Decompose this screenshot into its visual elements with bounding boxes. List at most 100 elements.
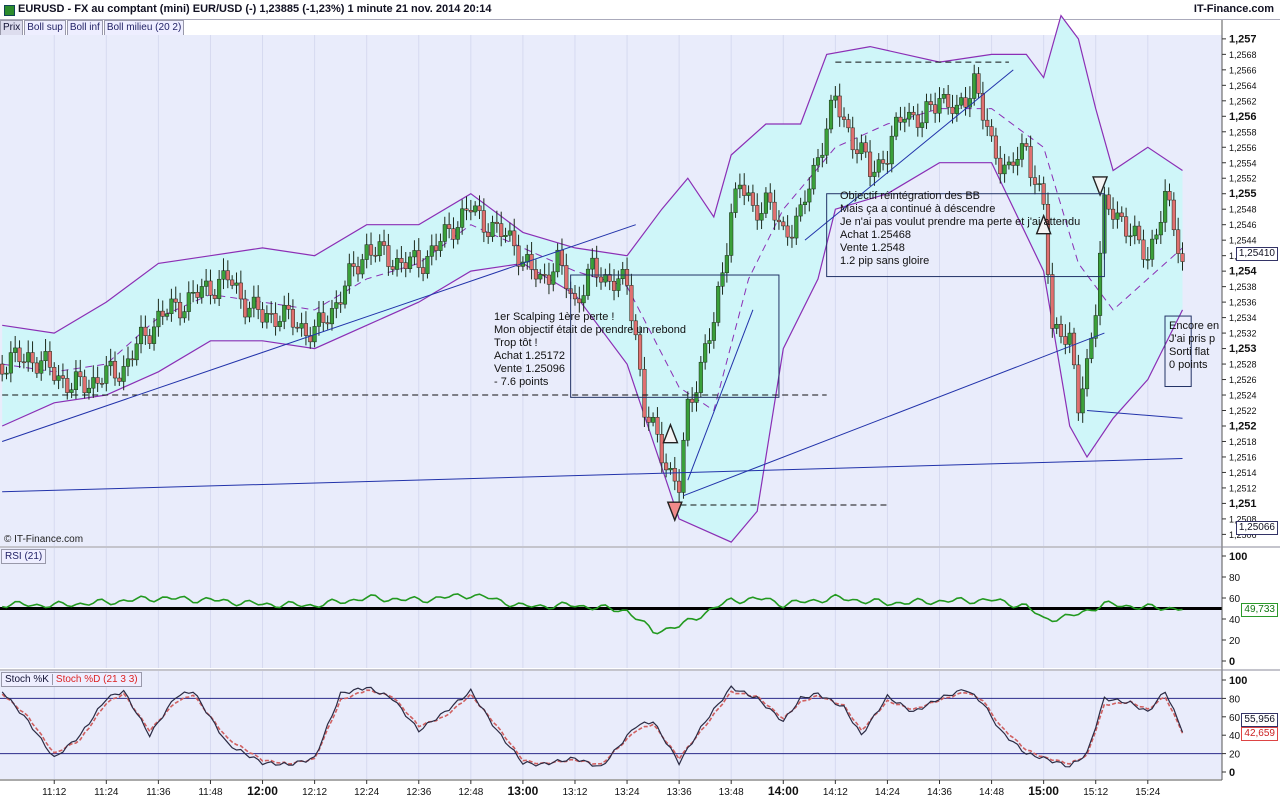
candle-body (542, 274, 547, 276)
candle-body (91, 377, 96, 389)
candle-body (8, 352, 13, 374)
candle-body (629, 285, 634, 322)
candle-body (889, 135, 894, 165)
candle-body (967, 98, 972, 108)
candle-body (516, 245, 521, 267)
candle-body (425, 256, 430, 274)
trendline-1 (2, 458, 1183, 493)
candle-body (841, 116, 847, 120)
candle-body (1002, 164, 1007, 175)
candle-body (768, 192, 773, 203)
x-tick-label: 13:00 (508, 784, 539, 798)
candle-body (334, 302, 339, 309)
candle-body (234, 282, 239, 286)
x-tick-label: 13:48 (719, 787, 744, 798)
price-tick-label: 1,2558 (1229, 127, 1257, 137)
candle-body (329, 308, 335, 325)
price-tick-label: 1,256 (1229, 111, 1257, 123)
candle-body (815, 157, 821, 166)
trendlines (2, 61, 1183, 506)
candle-body (616, 278, 621, 291)
candle-body (4, 372, 9, 375)
candle-body (277, 321, 282, 327)
price-tick-label: 1,2552 (1229, 174, 1257, 184)
candle-body (633, 320, 638, 336)
candle-body (620, 269, 625, 280)
candle-body (920, 122, 925, 128)
candle-body (1019, 143, 1024, 160)
candle-body (438, 241, 443, 251)
price-tick-label: 1,2524 (1229, 391, 1257, 401)
candle-body (976, 73, 981, 94)
x-tick-label: 13:12 (562, 787, 587, 798)
rsi-tick-label: 80 (1229, 573, 1241, 584)
candlesticks (0, 64, 1185, 503)
candle-body (43, 351, 48, 362)
price-tick-label: 1,2534 (1229, 313, 1257, 323)
candle-body (1037, 183, 1042, 185)
x-tick-label: 12:48 (458, 787, 483, 798)
price-tick-label: 1,2516 (1229, 452, 1257, 462)
candle-body (477, 205, 482, 211)
candle-body (1111, 208, 1116, 220)
candle-body (208, 280, 213, 296)
candle-body (373, 254, 378, 257)
candle-body (195, 292, 200, 298)
candle-body (512, 230, 517, 247)
candle-body (1011, 161, 1016, 166)
candle-body (47, 351, 52, 368)
candle-body (590, 257, 595, 270)
candle-body (781, 221, 786, 227)
candle-body (151, 326, 157, 344)
candle-body (885, 163, 890, 165)
price-tick-label: 1,2554 (1229, 158, 1257, 168)
candle-body (941, 94, 946, 99)
candle-body (950, 107, 955, 114)
rsi-lines (0, 593, 1222, 635)
candle-body (846, 119, 851, 129)
candle-body (711, 322, 716, 341)
candle-body (295, 326, 300, 329)
candle-body (1124, 216, 1129, 237)
stoch-tick-label: 0 (1229, 767, 1235, 779)
candle-body (451, 228, 456, 240)
x-tick-label: 13:24 (615, 787, 640, 798)
price-tick-label: 1,257 (1229, 33, 1257, 45)
brand-label: IT-Finance.com (1193, 3, 1274, 15)
candle-body (494, 221, 499, 224)
candle-body (468, 210, 473, 213)
candle-body (108, 360, 113, 367)
annotation-1-frame (570, 274, 780, 398)
candle-body (581, 295, 586, 304)
candle-body (759, 213, 764, 221)
candle-body (30, 352, 35, 364)
candle-body (729, 212, 734, 256)
candle-body (264, 313, 269, 323)
candle-body (572, 293, 578, 300)
candle-body (1171, 199, 1176, 231)
candle-body (1045, 204, 1051, 275)
candle-body (1067, 332, 1072, 345)
candle-body (230, 279, 235, 286)
trade-markers (662, 176, 1109, 523)
price-tick-label: 1,2538 (1229, 282, 1257, 292)
candle-body (355, 266, 361, 275)
candle-body (238, 282, 243, 300)
candle-body (199, 286, 204, 298)
candle-body (1141, 239, 1146, 260)
stoch-label[interactable]: Stoch %K Stoch %D (21 3 3) (1, 672, 142, 687)
candle-body (1006, 161, 1011, 166)
candle-body (499, 223, 504, 238)
rsi-label[interactable]: RSI (21) (1, 549, 47, 564)
candle-body (69, 389, 74, 393)
candle-body (347, 263, 352, 287)
candle-body (221, 270, 226, 280)
candle-body (833, 95, 838, 101)
candle-body (351, 263, 356, 267)
candle-body (1080, 388, 1085, 414)
chart-checkbox[interactable] (4, 5, 15, 16)
candle-body (993, 135, 998, 159)
x-tick-label: 13:36 (667, 787, 692, 798)
stoch-k-last-label: 55,956 (1241, 713, 1278, 727)
candle-body (980, 93, 985, 121)
